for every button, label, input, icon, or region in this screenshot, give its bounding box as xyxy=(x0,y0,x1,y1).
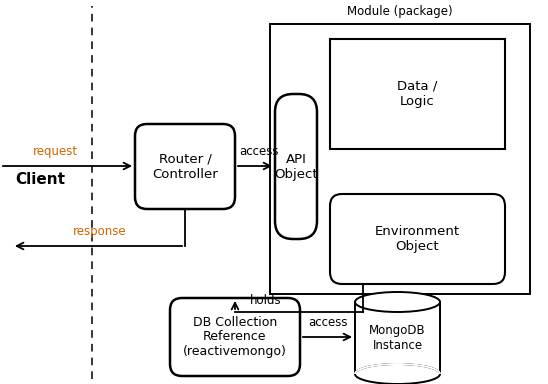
FancyBboxPatch shape xyxy=(135,124,235,209)
Text: response: response xyxy=(73,225,127,238)
FancyBboxPatch shape xyxy=(170,298,300,376)
Text: holds: holds xyxy=(250,294,282,307)
Ellipse shape xyxy=(355,292,440,312)
Text: Environment
Object: Environment Object xyxy=(375,225,460,253)
Ellipse shape xyxy=(355,364,440,384)
Text: Client: Client xyxy=(15,172,65,187)
Text: access: access xyxy=(308,316,347,329)
Text: Router /
Controller: Router / Controller xyxy=(152,152,218,180)
Text: request: request xyxy=(32,145,78,158)
Bar xyxy=(355,302,440,374)
FancyBboxPatch shape xyxy=(275,94,317,239)
Bar xyxy=(270,24,530,294)
Bar xyxy=(330,39,505,149)
Text: Data /
Logic: Data / Logic xyxy=(397,80,438,108)
FancyBboxPatch shape xyxy=(330,194,505,284)
Text: DB Collection
Reference
(reactivemongo): DB Collection Reference (reactivemongo) xyxy=(183,316,287,359)
Text: access: access xyxy=(239,145,278,158)
Text: Module (package): Module (package) xyxy=(347,5,453,18)
Text: MongoDB
Instance: MongoDB Instance xyxy=(369,324,426,352)
Text: API
Object: API Object xyxy=(274,152,318,180)
